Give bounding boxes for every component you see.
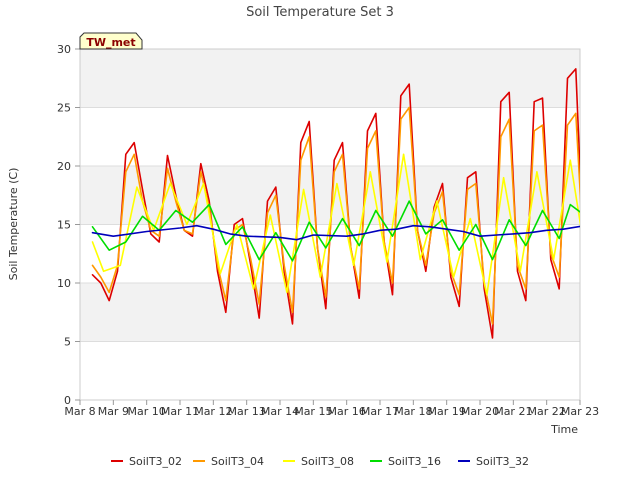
series-layer — [91, 68, 580, 339]
x-tick-label: Mar 13 — [228, 405, 266, 418]
y-tick-label: 25 — [57, 102, 71, 115]
x-tick-label: Mar 10 — [128, 405, 166, 418]
grid-band — [80, 166, 580, 225]
y-tick-label: 10 — [57, 277, 71, 290]
y-tick-label: 20 — [57, 160, 71, 173]
x-tick-label: Mar 16 — [328, 405, 366, 418]
series-line-soilt3_32 — [91, 224, 580, 241]
tw-met-badge: TW_met — [79, 32, 143, 50]
y-tick-label: 30 — [57, 43, 71, 56]
x-tick-label: Mar 18 — [394, 405, 432, 418]
x-tick-label: Mar 19 — [428, 405, 466, 418]
legend: SoilT3_02 SoilT3_04 SoilT3_08 SoilT3_16 Soil… — [111, 455, 529, 468]
y-axis-label: Soil Temperature (C) — [7, 168, 20, 281]
x-tick-label: Mar 20 — [461, 405, 499, 418]
x-tick-label: Mar 15 — [294, 405, 332, 418]
legend-label: SoilT3_16 — [388, 455, 441, 468]
background-bands — [80, 49, 580, 400]
tw-met-badge-label: TW_met — [86, 36, 135, 49]
grid-band — [80, 49, 580, 108]
x-tick-label: Mar 11 — [161, 405, 199, 418]
y-tick-label: 15 — [57, 219, 71, 232]
x-tick-label: Mar 21 — [494, 405, 532, 418]
series-line-soilt3_02 — [91, 68, 580, 339]
x-tick-label: Mar 22 — [528, 405, 566, 418]
x-axis-label: Time — [550, 423, 578, 436]
x-tick-label: Mar 12 — [194, 405, 232, 418]
chart-title: Soil Temperature Set 3 — [246, 5, 394, 20]
y-tick-label: 5 — [64, 336, 71, 349]
grid-band — [80, 341, 580, 400]
legend-label: SoilT3_32 — [476, 455, 529, 468]
legend-label: SoilT3_08 — [301, 455, 354, 468]
series-line-soilt3_16 — [91, 200, 580, 262]
x-tick-label: Mar 17 — [361, 405, 399, 418]
legend-label: SoilT3_04 — [211, 455, 264, 468]
x-tick-label: Mar 14 — [261, 405, 299, 418]
series-line-soilt3_08 — [91, 153, 580, 296]
y-axis-ticks: 0 5 10 15 20 25 30 — [57, 43, 80, 407]
x-tick-label: Mar 8 — [64, 405, 95, 418]
legend-label: SoilT3_02 — [129, 455, 182, 468]
grid-band — [80, 283, 580, 342]
y-tick-label: 0 — [64, 394, 71, 407]
x-tick-label: Mar 23 — [561, 405, 599, 418]
x-tick-label: Mar 9 — [98, 405, 129, 418]
grid-band — [80, 107, 580, 166]
